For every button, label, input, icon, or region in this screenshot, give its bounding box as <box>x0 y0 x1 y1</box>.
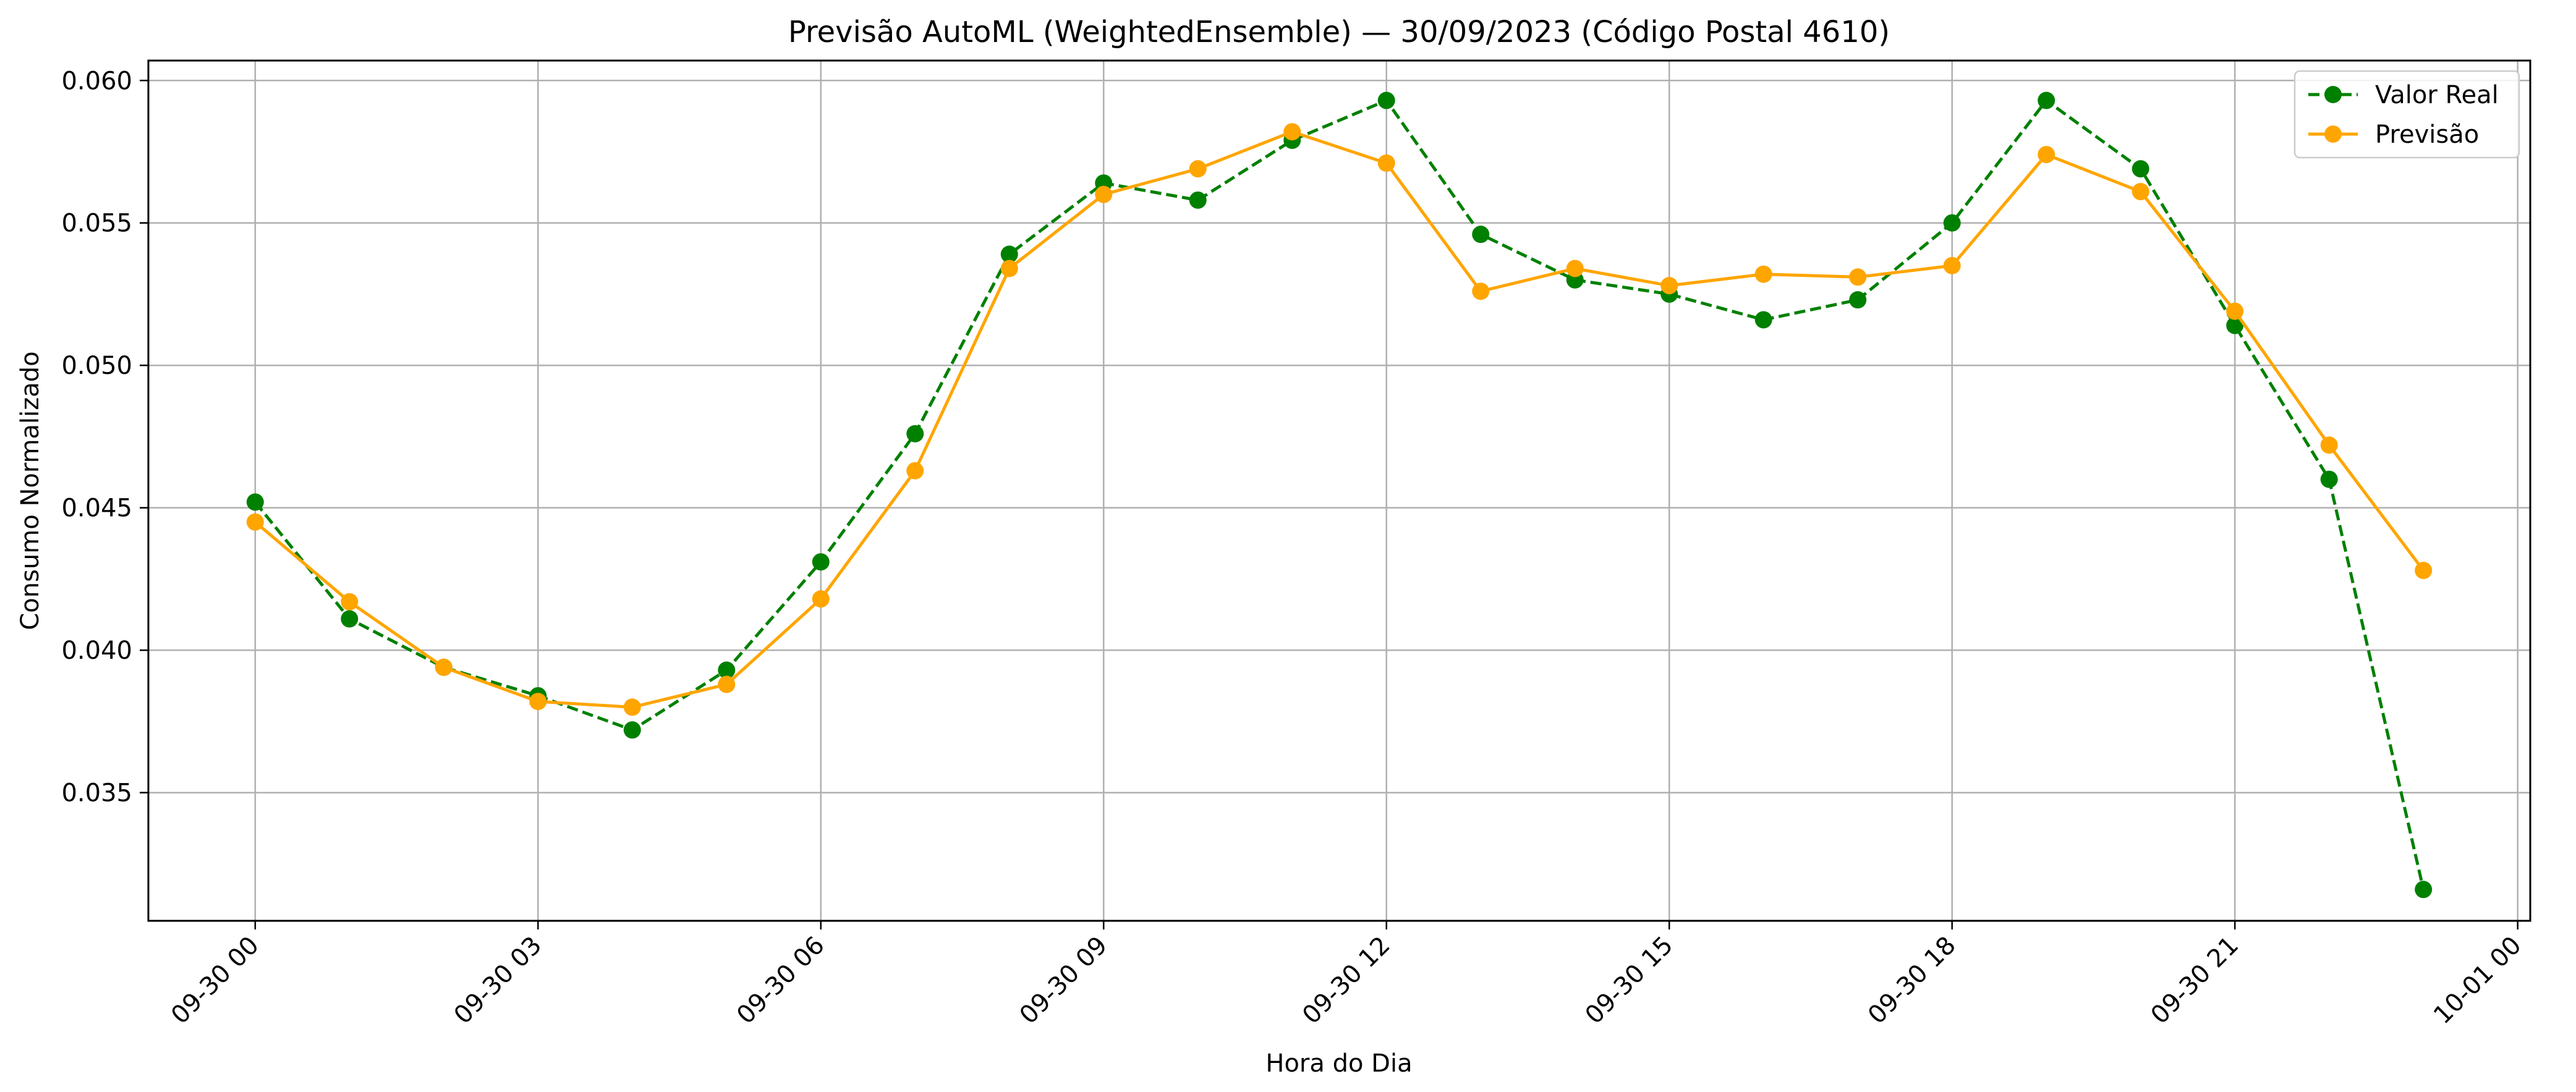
data-point <box>529 693 547 711</box>
y-tick-label: 0.050 <box>61 352 132 380</box>
data-point <box>1000 260 1018 277</box>
data-point <box>2132 183 2149 201</box>
data-point <box>1754 265 1772 283</box>
grid <box>148 61 2530 921</box>
legend-marker <box>2324 86 2342 103</box>
data-point <box>1849 291 1867 309</box>
data-point <box>1472 226 1490 243</box>
data-point <box>2320 436 2338 454</box>
y-tick-label: 0.040 <box>61 637 132 665</box>
data-point <box>1189 160 1207 178</box>
legend-marker <box>2324 125 2342 143</box>
legend: Valor Real Previsão <box>2293 70 2520 159</box>
data-point <box>1472 282 1490 300</box>
data-point <box>812 590 830 608</box>
data-point <box>623 721 641 739</box>
data-point <box>341 593 359 611</box>
data-point <box>1189 191 1207 209</box>
data-point <box>2320 470 2338 488</box>
x-axis-title: Hora do Dia <box>1265 1049 1412 1078</box>
data-point <box>1849 268 1867 286</box>
data-point <box>718 675 736 693</box>
data-point <box>2038 91 2055 109</box>
legend-label: Previsão <box>2375 121 2479 149</box>
series <box>246 91 2433 899</box>
data-point <box>246 493 264 511</box>
data-point <box>906 425 924 442</box>
data-point <box>2038 146 2055 164</box>
data-point <box>246 513 264 531</box>
y-axis-ticks: 0.035 0.040 0.045 0.050 0.055 0.060 <box>61 67 148 808</box>
data-point <box>341 610 359 628</box>
series-line <box>253 99 2425 890</box>
data-point <box>435 658 453 676</box>
data-point <box>1943 256 1961 274</box>
legend-label: Valor Real <box>2375 81 2499 109</box>
data-point <box>1660 277 1678 295</box>
data-point <box>1754 311 1772 329</box>
chart-title: Previsão AutoML (WeightedEnsemble) — 30/… <box>788 15 1890 49</box>
data-point <box>2226 302 2244 320</box>
data-point <box>1566 260 1584 277</box>
y-tick-label: 0.035 <box>61 779 132 808</box>
data-point <box>2415 562 2433 580</box>
plot-area-frame <box>147 59 2531 922</box>
series-2 <box>246 123 2433 716</box>
y-axis-title: Consumo Normalizado <box>16 351 45 630</box>
data-point <box>2132 160 2149 178</box>
data-point <box>2226 316 2244 334</box>
data-point <box>1095 185 1113 203</box>
data-point <box>718 661 736 679</box>
legend-box <box>2293 70 2520 159</box>
data-point <box>1377 91 1395 109</box>
data-point <box>1377 154 1395 172</box>
data-point <box>2415 881 2433 899</box>
y-tick-label: 0.045 <box>61 494 132 523</box>
data-point <box>623 698 641 716</box>
data-point <box>1283 123 1301 141</box>
data-point <box>1943 214 1961 232</box>
y-tick-label: 0.055 <box>61 210 132 238</box>
data-point <box>1000 245 1018 263</box>
series-line <box>254 130 2425 709</box>
data-point <box>812 553 830 571</box>
data-point <box>906 462 924 480</box>
y-tick-label: 0.060 <box>61 67 132 95</box>
